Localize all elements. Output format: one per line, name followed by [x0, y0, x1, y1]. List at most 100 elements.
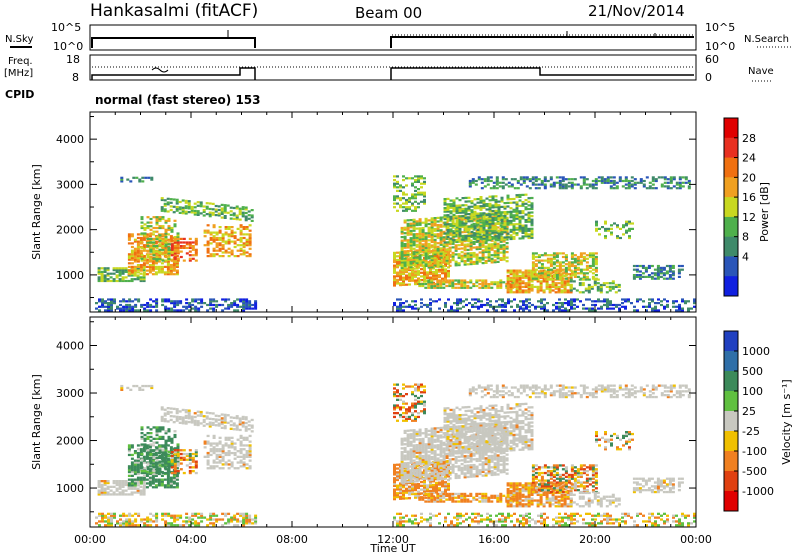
power-cell	[512, 208, 516, 211]
nsearch-label: N.Search	[744, 34, 789, 45]
velocity-cell	[221, 518, 225, 521]
velocity-cell	[666, 514, 669, 517]
power-cell	[435, 259, 438, 263]
power-cell	[509, 214, 513, 217]
power-cell	[170, 239, 174, 242]
power-cell	[539, 282, 543, 285]
power-cell	[161, 237, 165, 240]
power-cell	[525, 307, 528, 310]
power-cell	[206, 309, 210, 312]
power-cell	[417, 175, 420, 178]
power-cell	[464, 204, 468, 207]
velocity-cell	[429, 522, 432, 525]
power-cell	[548, 274, 552, 278]
power-cell	[610, 227, 613, 230]
velocity-cell	[636, 514, 639, 517]
power-cell	[518, 212, 522, 215]
velocity-cell	[453, 524, 456, 527]
power-cell	[110, 305, 113, 308]
power-cell	[202, 205, 206, 208]
velocity-cell	[597, 514, 600, 517]
velocity-cell	[573, 522, 576, 525]
power-cell	[639, 178, 643, 181]
power-cell	[570, 254, 574, 257]
power-cell	[622, 226, 625, 229]
power-cell	[659, 270, 663, 273]
power-cell	[466, 230, 470, 233]
power-cell	[220, 209, 224, 212]
power-cell	[501, 181, 505, 184]
power-cell	[194, 298, 198, 301]
power-cell	[490, 239, 494, 242]
velocity-cell	[142, 478, 146, 481]
velocity-cell	[142, 476, 146, 479]
power-cell	[461, 236, 465, 239]
velocity-cell	[133, 491, 137, 494]
power-cell	[442, 239, 446, 242]
velocity-cell	[119, 524, 122, 527]
velocity-cell	[130, 461, 134, 464]
power-cell	[588, 298, 591, 301]
velocity-cell	[621, 512, 624, 515]
power-cell	[137, 309, 141, 312]
power-cell	[420, 177, 423, 180]
velocity-cell	[471, 512, 474, 515]
power-cell	[588, 185, 592, 188]
power-cell	[600, 176, 604, 179]
power-cell	[582, 178, 586, 181]
power-cell	[427, 251, 431, 255]
power-cell	[487, 247, 491, 250]
velocity-cell	[197, 524, 201, 527]
power-cell	[530, 220, 534, 223]
velocity-cell	[525, 512, 528, 515]
power-cell	[140, 221, 144, 224]
power-cell	[596, 287, 600, 290]
power-cell	[551, 269, 555, 272]
power-cell	[537, 270, 541, 273]
power-cell	[173, 309, 177, 312]
power-cell	[500, 220, 504, 223]
power-cell	[606, 178, 610, 181]
velocity-cell	[176, 524, 180, 527]
power-cell	[687, 309, 690, 312]
power-cell	[555, 255, 559, 259]
power-cell	[175, 206, 179, 209]
power-cell	[443, 214, 447, 217]
power-cell	[680, 264, 684, 268]
velocity-cell	[498, 518, 501, 521]
power-cell	[448, 255, 452, 258]
power-cell	[505, 245, 509, 248]
velocity-cell	[546, 516, 549, 519]
velocity-cell	[136, 448, 140, 451]
power-cell	[424, 244, 428, 248]
power-cell	[408, 279, 411, 282]
power-cell	[415, 238, 419, 241]
power-cell	[406, 239, 410, 242]
power-cell	[566, 283, 570, 287]
power-cell	[628, 235, 631, 238]
power-cell	[202, 210, 206, 213]
power-cell	[411, 193, 414, 196]
power-cell	[188, 309, 192, 312]
power-cell	[412, 229, 416, 232]
velocity-cell	[182, 520, 186, 523]
power-cell	[595, 224, 598, 227]
power-cell	[242, 253, 246, 256]
power-cell	[166, 203, 170, 206]
velocity-cell	[136, 465, 140, 468]
velocity-cell	[618, 518, 621, 521]
power-cell	[415, 222, 419, 225]
velocity-cell	[248, 514, 252, 517]
power-cell	[393, 268, 396, 271]
power-cell	[515, 226, 519, 229]
velocity-cell	[155, 432, 159, 435]
power-cell	[567, 263, 571, 266]
power-cell	[512, 223, 516, 226]
power-cell	[530, 229, 534, 232]
power-cell	[445, 221, 449, 224]
power-cell	[487, 283, 491, 286]
power-cell	[149, 225, 153, 228]
power-cell	[582, 268, 586, 271]
power-cell	[469, 235, 473, 238]
power-cell	[396, 197, 399, 200]
